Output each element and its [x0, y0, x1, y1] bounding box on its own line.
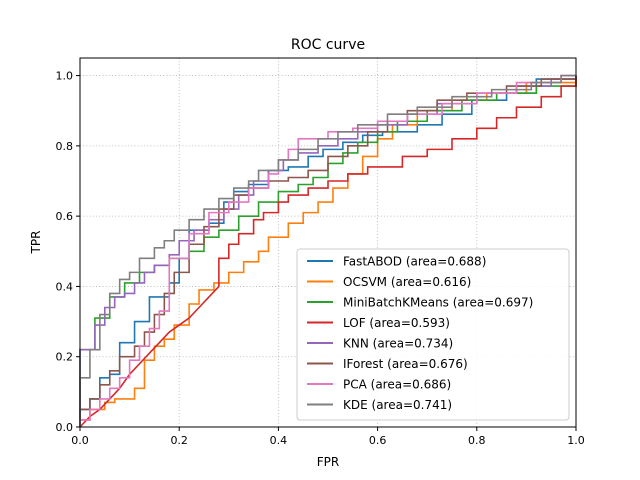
plot-frame [79, 57, 577, 428]
chart-title: ROC curve [291, 37, 365, 53]
series-line-3 [79, 75, 577, 427]
x-tick-label: 0.6 [369, 434, 387, 447]
x-tick-label: 0.8 [468, 434, 486, 447]
legend-label: PCA (area=0.686) [343, 378, 451, 392]
legend: FastABOD (area=0.688) OCSVM (area=0.616) M… [296, 248, 570, 421]
legend-label: KNN (area=0.734) [343, 337, 453, 351]
y-axis-label: TPR [29, 231, 43, 255]
series-line-8 [79, 74, 576, 427]
series-line-6 [79, 75, 577, 427]
legend-label: FastABOD (area=0.688) [343, 255, 486, 269]
x-tick-label: 0.0 [71, 434, 89, 447]
x-tick-label: 0.2 [170, 434, 188, 447]
x-tick-label: 1.0 [567, 434, 585, 447]
legend-label: MiniBatchKMeans (area=0.697) [343, 296, 533, 310]
x-axis-label: FPR [317, 455, 339, 469]
x-tick-label: 0.4 [270, 434, 288, 447]
legend-label: OCSVM (area=0.616) [343, 275, 471, 289]
y-tick-label: 0.4 [56, 280, 74, 293]
y-tick-label: 0.8 [56, 140, 74, 153]
y-tick-label: 1.0 [56, 70, 74, 83]
y-tick-label: 0.6 [56, 210, 74, 223]
y-tick-label: 0.2 [56, 351, 74, 364]
series-lines [79, 74, 577, 428]
legend-label: IForest (area=0.676) [343, 357, 468, 371]
legend-frame [296, 248, 570, 421]
y-tick-label: 0.0 [56, 421, 74, 434]
axis-ticks: 0.0 0.2 0.4 0.6 0.8 1.0 0.0 0.2 0.4 0.6 0.8 1.0 [56, 70, 585, 447]
series-line-7 [79, 74, 576, 427]
legend-label: KDE (area=0.741) [343, 398, 452, 412]
series-line-4 [79, 75, 577, 428]
legend-label: LOF (area=0.593) [343, 316, 450, 330]
